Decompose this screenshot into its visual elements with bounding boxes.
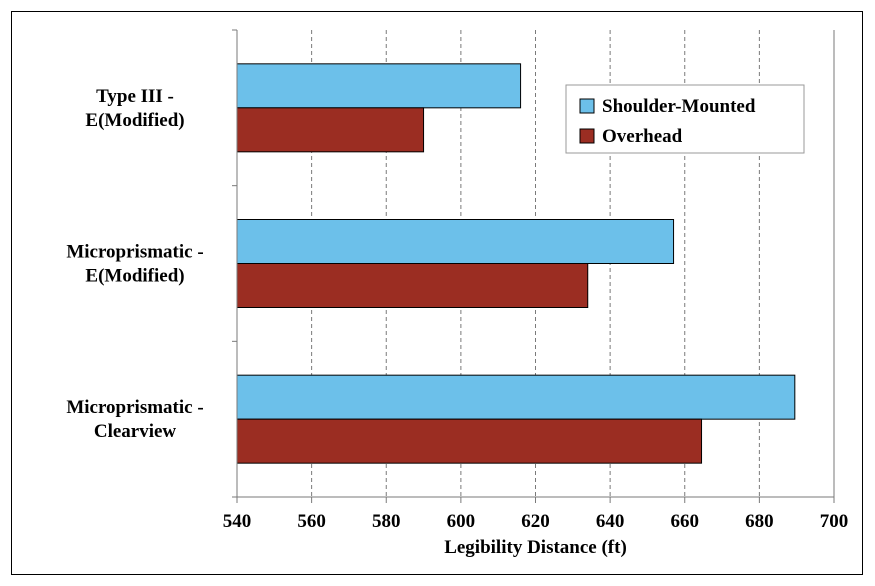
x-tick-label: 640 (596, 511, 625, 532)
x-tick-label: 700 (820, 511, 849, 532)
bar-shoulder-mounted (236, 63, 522, 109)
bar-overhead (236, 107, 425, 153)
bar-overhead (236, 263, 589, 308)
x-tick-label: 560 (297, 511, 326, 532)
x-tick-label: 620 (521, 511, 550, 532)
category-label: E(Modified) (85, 110, 184, 131)
legend-swatch (579, 128, 595, 144)
x-tick-label: 540 (223, 511, 252, 532)
x-tick-label: 680 (745, 511, 774, 532)
axes (232, 29, 835, 503)
x-tick-label: 580 (372, 511, 401, 532)
legend: Shoulder-Mounted Overhead (565, 84, 805, 154)
legend-box (565, 84, 805, 154)
bar-shoulder-mounted (236, 374, 796, 420)
labels: 540 560 580 600 620 640 660 680 700 Type III - E(M… (66, 86, 848, 558)
category-label: E(Modified) (85, 266, 184, 287)
category-label: Microprismatic - (66, 397, 203, 418)
bar-overhead (236, 418, 703, 464)
category-label: Microprismatic - (66, 242, 203, 263)
bar-shoulder-mounted (236, 219, 675, 264)
bars (236, 63, 796, 464)
x-axis-title: Legibility Distance (ft) (444, 537, 627, 558)
legend-label: Overhead (602, 126, 683, 147)
x-tick-label: 660 (671, 511, 700, 532)
category-label: Type III - (96, 86, 174, 107)
legend-label: Shoulder-Mounted (602, 96, 756, 117)
category-label: Clearview (94, 421, 177, 442)
x-tick-label: 600 (447, 511, 476, 532)
legend-swatch (579, 98, 595, 114)
